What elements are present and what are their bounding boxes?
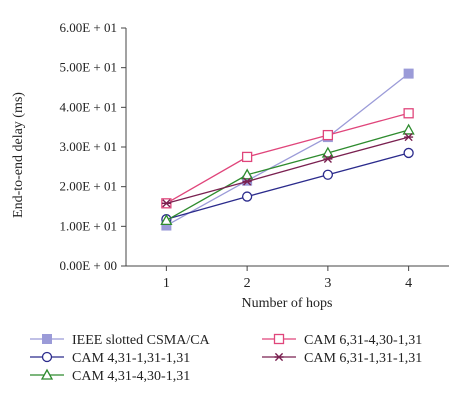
legend-swatch-marker [273, 333, 285, 345]
legend-swatch-marker [274, 352, 284, 362]
plot-area: 0.00E + 00 1.00E + 01 2.00E + 01 3.00E + 01… [59, 20, 449, 291]
series-1 [161, 68, 414, 231]
legend-item: IEEE slotted CSMA/CA [30, 333, 211, 348]
legend-swatch-marker [42, 334, 52, 344]
series-line [166, 73, 410, 227]
y-tick-label: 2.00E + 01 [59, 179, 117, 194]
series-line [166, 112, 409, 204]
data-point [403, 108, 414, 119]
legend-label: CAM 4,31-1,31-1,31 [72, 351, 190, 366]
data-point [402, 123, 415, 135]
x-tick-label: 3 [324, 276, 331, 291]
y-tick-label: 5.00E + 01 [59, 60, 117, 75]
legend-label: IEEE slotted CSMA/CA [72, 333, 211, 348]
y-axis-title: End-to-end delay (ms) [11, 92, 26, 218]
legend-label: CAM 4,31-4,30-1,31 [72, 369, 190, 384]
series-line [166, 136, 409, 204]
data-point [242, 177, 252, 186]
legend-item: CAM 6,31-4,30-1,31 [262, 333, 422, 348]
legend-item: CAM 6,31-1,31-1,31 [262, 351, 422, 366]
y-tick-label: 3.00E + 01 [59, 139, 117, 154]
data-point [241, 191, 253, 202]
data-point [161, 199, 171, 208]
legend-label: CAM 6,31-1,31-1,31 [304, 351, 422, 366]
series-2 [161, 147, 414, 225]
x-tick-label: 1 [163, 276, 170, 291]
data-point [323, 154, 333, 163]
legend-swatch-marker [41, 351, 53, 363]
x-axis-title: Number of hops [242, 296, 333, 311]
x-tick-label: 2 [244, 276, 251, 291]
legend: IEEE slotted CSMA/CA CAM 4,31-1,31-1,31 CA… [30, 333, 422, 384]
data-point [241, 151, 253, 163]
y-tick-label: 1.00E + 01 [59, 218, 117, 233]
legend-label: CAM 6,31-4,30-1,31 [304, 333, 422, 348]
series-3 [160, 123, 415, 226]
legend-swatch-marker [40, 368, 54, 380]
data-point [403, 68, 414, 79]
series-line [166, 152, 409, 220]
data-point [241, 168, 254, 180]
legend-item: CAM 4,31-1,31-1,31 [30, 351, 190, 366]
data-point [321, 146, 334, 158]
legend-item: CAM 4,31-4,30-1,31 [30, 368, 190, 384]
series-line [166, 129, 409, 221]
data-point [160, 214, 173, 226]
data-point [404, 132, 414, 142]
series-5 [161, 132, 414, 208]
data-point [322, 169, 334, 180]
y-tick-label: 6.00E + 01 [59, 20, 117, 35]
y-tick-label: 0.00E + 00 [59, 258, 117, 273]
x-tick-label: 4 [405, 276, 412, 291]
data-point [322, 129, 334, 141]
y-tick-label: 4.00E + 01 [59, 99, 117, 114]
data-point [403, 147, 414, 159]
